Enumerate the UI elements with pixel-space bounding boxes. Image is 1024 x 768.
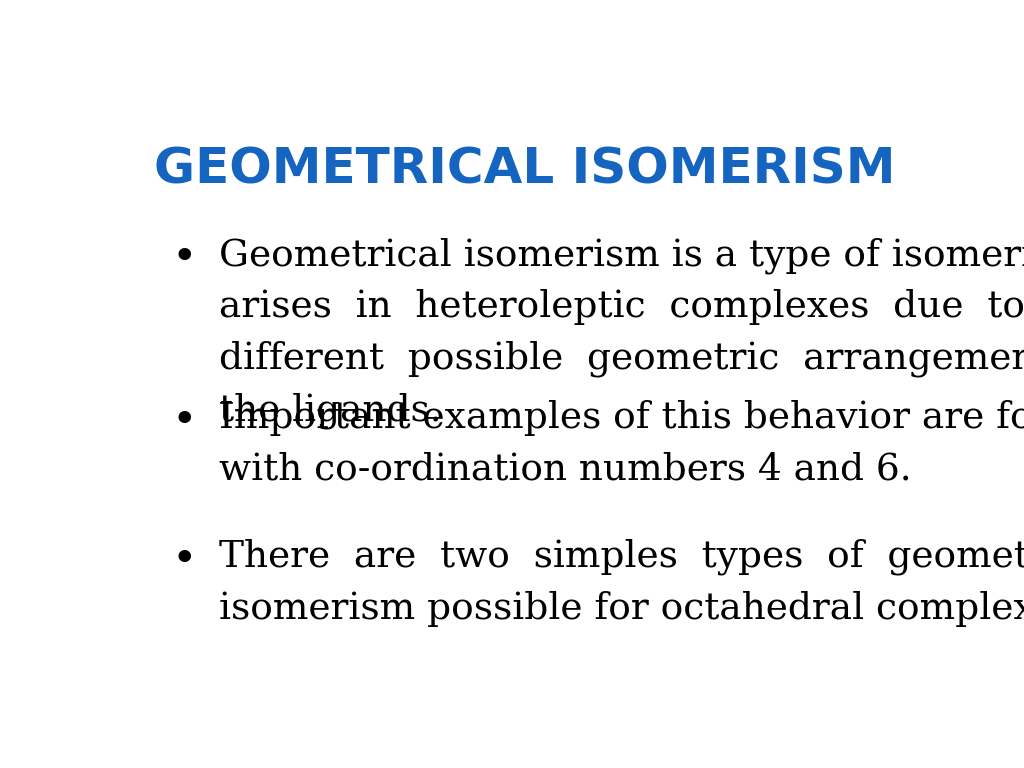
Text: •: • xyxy=(172,538,198,581)
Text: •: • xyxy=(172,399,198,442)
Text: Geometrical isomerism is a type of isomerism
arises  in  heteroleptic  complexes: Geometrical isomerism is a type of isome… xyxy=(219,237,1024,429)
Text: GEOMETRICAL ISOMERISM: GEOMETRICAL ISOMERISM xyxy=(154,145,896,194)
Text: •: • xyxy=(172,237,198,279)
Text: Important examples of this behavior are found
with co-ordination numbers 4 and 6: Important examples of this behavior are … xyxy=(219,399,1024,487)
Text: There  are  two  simples  types  of  geometric
isomerism possible for octahedral: There are two simples types of geometric… xyxy=(219,538,1024,627)
